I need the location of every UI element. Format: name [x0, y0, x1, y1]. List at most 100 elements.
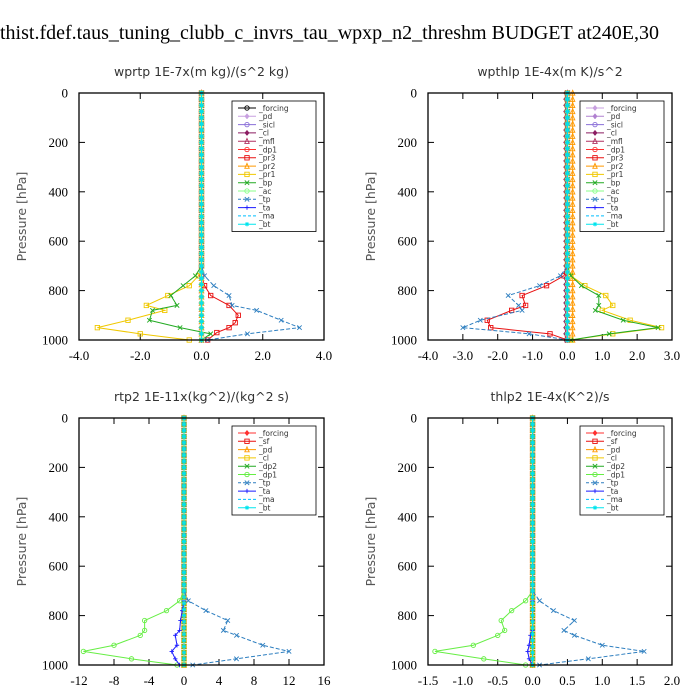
chart-panel-4: thlp2 1E-4x(K^2)/s Pressure [hPa] 0 200 400 6… — [363, 389, 680, 688]
data-point — [530, 421, 535, 427]
data-point — [432, 648, 438, 655]
data-point — [592, 307, 598, 313]
data-point — [569, 218, 576, 226]
legend-label: _ta — [606, 203, 618, 212]
x-tick-label: -4.0 — [69, 348, 90, 363]
legend-marker — [244, 146, 250, 153]
legend-item: _mfl — [238, 137, 275, 146]
data-point — [163, 608, 170, 614]
legend-item: _pr1 — [238, 170, 276, 179]
legend-label: _pd — [606, 445, 621, 454]
data-point — [569, 280, 576, 288]
legend-item: _pr3 — [586, 154, 624, 163]
data-point — [509, 608, 515, 614]
x-tick-label: 0 — [181, 673, 188, 688]
data-point — [181, 440, 187, 445]
x-tick-label: -2.0 — [487, 348, 508, 363]
data-point — [181, 452, 187, 458]
legend-item: _bp — [586, 179, 621, 188]
data-point — [530, 638, 535, 643]
series-line — [532, 418, 645, 666]
data-point — [596, 293, 602, 299]
data-point — [565, 164, 570, 170]
legend-item: _ac — [238, 187, 271, 196]
data-point — [178, 618, 183, 623]
data-point — [208, 292, 214, 299]
data-point — [565, 263, 570, 269]
data-point — [199, 121, 204, 127]
data-point — [530, 520, 535, 526]
legend-label: _ac — [606, 187, 619, 196]
data-point — [519, 292, 525, 299]
legend-item: _forcing — [238, 104, 289, 113]
data-point — [569, 157, 576, 164]
data-point — [530, 601, 535, 606]
legend-label: _pr1 — [606, 170, 624, 179]
legend-label: _tp — [258, 195, 271, 204]
data-point — [569, 113, 576, 121]
data-point — [169, 649, 174, 654]
data-point — [603, 292, 609, 299]
legend-item: _forcing — [586, 104, 637, 113]
data-point — [569, 255, 576, 263]
data-point — [565, 115, 570, 120]
data-point — [177, 325, 183, 331]
x-tick-label: 3.0 — [664, 348, 680, 363]
data-point — [235, 312, 241, 318]
data-point — [225, 618, 231, 624]
data-point — [547, 331, 553, 337]
data-point — [181, 514, 187, 519]
plot-frame — [427, 417, 673, 666]
data-point — [470, 642, 476, 648]
panel-title: wprtp 1E-7x(m kg)/(s^2 kg) — [114, 64, 289, 79]
data-point — [125, 317, 131, 323]
data-point — [569, 231, 576, 238]
data-point — [569, 194, 576, 201]
data-point — [569, 101, 576, 108]
data-point — [530, 644, 535, 649]
legend-marker — [244, 445, 250, 453]
data-point — [111, 642, 117, 648]
legend-marker — [592, 505, 598, 510]
x-tick-label: 2.0 — [629, 348, 645, 363]
data-point — [569, 243, 576, 251]
data-point — [565, 226, 570, 232]
legend-label: _bp — [258, 179, 273, 188]
data-point — [530, 557, 535, 563]
data-point — [565, 195, 570, 201]
data-point — [530, 613, 535, 618]
y-tick-label: 800 — [49, 283, 69, 298]
data-point — [569, 188, 576, 195]
data-point — [530, 477, 535, 482]
data-point — [569, 175, 576, 183]
y-axis-label: Pressure [hPa] — [363, 172, 378, 262]
data-point — [181, 520, 187, 526]
data-point — [181, 638, 187, 643]
legend-label: _bt — [258, 504, 271, 513]
legend-item: _bt — [586, 220, 619, 229]
series-line — [83, 418, 185, 666]
data-point — [565, 158, 570, 164]
legend-item: _cl — [586, 454, 617, 463]
data-point — [226, 302, 232, 309]
y-tick-label: 1000 — [391, 333, 417, 348]
data-point — [530, 483, 535, 489]
data-point — [477, 317, 483, 323]
data-point — [254, 307, 260, 313]
data-point — [199, 239, 204, 244]
legend-item: _pr2 — [586, 162, 624, 171]
legend-item: _dp1 — [586, 145, 625, 154]
data-point — [94, 325, 101, 331]
legend-label: _dp2 — [258, 462, 277, 471]
y-tick-label: 1000 — [42, 658, 68, 673]
y-tick-label: 800 — [398, 608, 418, 623]
data-point — [537, 598, 543, 604]
y-tick-label: 0 — [411, 86, 418, 101]
data-point — [530, 625, 535, 631]
data-point — [569, 212, 576, 220]
data-point — [569, 120, 576, 127]
x-tick-label: -4 — [144, 673, 155, 688]
data-point — [80, 648, 87, 655]
chart-panel-1: wprtp 1E-7x(m kg)/(s^2 kg) Pressure [hPa]… — [14, 64, 332, 363]
data-point — [173, 633, 178, 638]
